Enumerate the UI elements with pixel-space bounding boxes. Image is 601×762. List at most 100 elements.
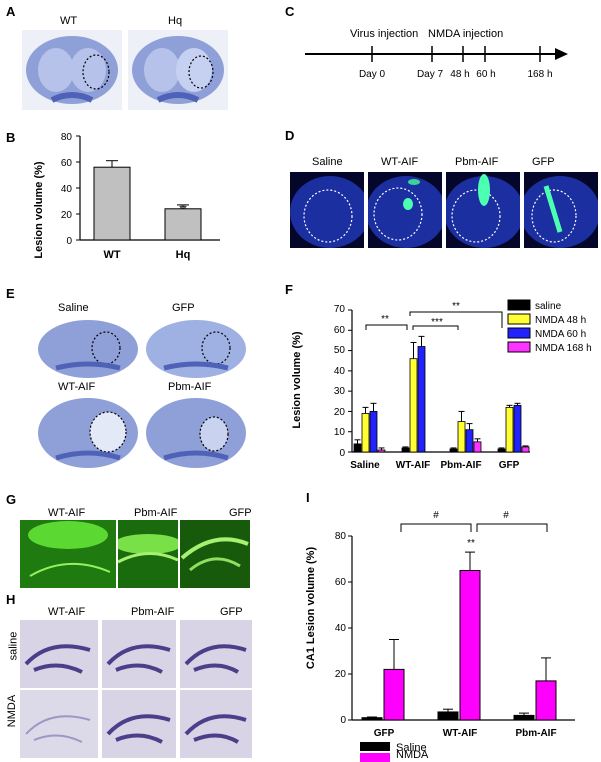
panel-i-bracket-0 bbox=[400, 523, 472, 532]
panel-label-a: A bbox=[6, 4, 16, 19]
panel-i-ytick-1: 20 bbox=[335, 669, 347, 680]
panel-b-bar-0 bbox=[93, 166, 131, 241]
panel-i-bar-1-2 bbox=[535, 680, 557, 721]
panel-i-sig-1: # bbox=[503, 510, 509, 521]
panel-d-image-pbm-aif bbox=[446, 172, 520, 248]
panel-d-label-3: GFP bbox=[532, 156, 555, 168]
panel-f-ytick-0: 0 bbox=[339, 448, 345, 459]
panel-h-image-nmda-gfp bbox=[180, 690, 252, 758]
panel-b-ytick-0: 0 bbox=[66, 236, 72, 247]
panel-b-ytick-2: 40 bbox=[61, 184, 73, 195]
panel-d-label-0: Saline bbox=[312, 156, 343, 168]
panel-h-image-saline-pbm-aif bbox=[102, 620, 176, 688]
panel-f-bar-0-0 bbox=[353, 443, 362, 453]
panel-e-image-wt-aif bbox=[36, 396, 140, 470]
panel-e-label-3: Pbm-AIF bbox=[168, 381, 212, 393]
panel-e-image-gfp bbox=[144, 318, 248, 380]
panel-e-label-2: WT-AIF bbox=[58, 381, 96, 393]
panel-f-sig-2: ** bbox=[452, 301, 460, 312]
panel-f-bar-0-2 bbox=[449, 448, 458, 453]
panel-label-c: C bbox=[285, 4, 295, 19]
panel-i-chart: CA1 Lesion volume (%) 0 20 40 60 80 GFP … bbox=[305, 510, 575, 754]
panel-label-f: F bbox=[285, 282, 293, 297]
panel-f-ylabel: Lesion volume (%) bbox=[291, 331, 303, 429]
panel-b-ylabel: Lesion volume (%) bbox=[33, 161, 45, 259]
panel-i-legend-1: NMDA bbox=[396, 749, 429, 761]
panel-f-legend-3: NMDA 168 h bbox=[535, 343, 592, 354]
panel-b-chart: Lesion volume (%) 0 20 40 60 80 WT Hq ** bbox=[33, 132, 220, 261]
panel-f-xtick-0: Saline bbox=[350, 460, 380, 470]
panel-f-legend-2: NMDA 60 h bbox=[535, 329, 586, 340]
panel-label-i: I bbox=[306, 490, 310, 505]
panel-i-sig-2: ** bbox=[467, 538, 475, 549]
panel-f-bar-2-3 bbox=[513, 404, 522, 453]
panel-f-bar-3-2 bbox=[473, 441, 482, 453]
panel-f-ytick-6: 60 bbox=[334, 325, 346, 336]
panel-f-bar-0-3 bbox=[497, 448, 506, 453]
panel-h-col-2: GFP bbox=[220, 606, 243, 618]
panel-i-xtick-1: WT-AIF bbox=[443, 728, 477, 739]
panel-h-col-1: Pbm-AIF bbox=[131, 606, 175, 618]
panel-f-bracket-1 bbox=[412, 325, 459, 330]
panel-f-xtick-1: WT-AIF bbox=[396, 460, 430, 470]
panel-h-image-nmda-wt-aif bbox=[20, 690, 98, 758]
panel-c-arrowhead bbox=[555, 48, 568, 60]
panel-e-image-saline bbox=[36, 318, 140, 380]
panel-a-label-hq: Hq bbox=[168, 15, 183, 27]
panel-label-e: E bbox=[6, 286, 15, 301]
panel-c-tick-label-3: 60 h bbox=[476, 69, 495, 80]
panel-f-ytick-2: 20 bbox=[334, 407, 346, 418]
panel-d-image-gfp bbox=[524, 172, 598, 248]
panel-label-d: D bbox=[285, 128, 295, 143]
panel-g-image-wt-aif bbox=[20, 520, 116, 588]
panel-i-bar-0-1 bbox=[437, 711, 459, 721]
panel-d-image-saline bbox=[290, 172, 364, 248]
panel-i-sig-0: # bbox=[433, 510, 439, 521]
panel-b-xtick-1: Hq bbox=[176, 249, 191, 261]
panel-f-sig-0: ** bbox=[381, 314, 389, 325]
panel-f-sig-1: *** bbox=[431, 317, 443, 328]
panel-f-legend-swatch-3 bbox=[507, 341, 531, 353]
panel-f-bar-1-3 bbox=[505, 406, 514, 453]
panel-b-ytick-4: 80 bbox=[61, 132, 73, 143]
panel-f-ytick-4: 40 bbox=[334, 366, 346, 377]
panel-i-bar-0-2 bbox=[513, 714, 535, 721]
panel-f-bar-0-1 bbox=[401, 447, 410, 453]
panel-h-image-nmda-pbm-aif bbox=[102, 690, 176, 758]
panel-f-bar-1-0 bbox=[361, 413, 370, 453]
panel-g-label-2: GFP bbox=[229, 507, 252, 519]
panel-label-h: H bbox=[6, 592, 16, 607]
panel-a-hq-image bbox=[128, 30, 228, 110]
panel-b-ytick-1: 20 bbox=[61, 210, 73, 221]
panel-f-ytick-1: 10 bbox=[334, 427, 346, 438]
panel-i-legend-swatch-1-holder bbox=[360, 753, 390, 762]
panel-f-legend-swatch-2 bbox=[507, 327, 531, 339]
panel-c-tick-label-1: Day 7 bbox=[417, 69, 444, 80]
panel-f-legend-0: saline bbox=[535, 301, 562, 312]
panel-a-label-wt: WT bbox=[60, 15, 78, 27]
panel-g-image-pbm-aif bbox=[118, 520, 178, 588]
panel-d-label-2: Pbm-AIF bbox=[455, 156, 499, 168]
panel-i-ytick-2: 40 bbox=[335, 623, 347, 634]
panel-i-bar-0-0 bbox=[361, 717, 383, 721]
panel-f-bar-3-0 bbox=[377, 449, 386, 453]
panel-f-bar-1-1 bbox=[409, 358, 418, 453]
panel-f-xtick-3: GFP bbox=[499, 460, 520, 470]
panel-h-image-saline-wt-aif bbox=[20, 620, 98, 688]
panel-g-label-1: Pbm-AIF bbox=[134, 507, 178, 519]
panel-f-xtick-2: Pbm-AIF bbox=[440, 460, 481, 470]
panel-b-xtick-0: WT bbox=[103, 249, 120, 261]
panel-c-timeline: Virus injection NMDA injection Day 0 Day… bbox=[305, 28, 568, 80]
panel-f-bracket-2 bbox=[409, 311, 503, 328]
panel-i-xtick-0: GFP bbox=[374, 728, 395, 739]
panel-i-ytick-0: 0 bbox=[340, 715, 346, 726]
panel-c-tick-label-0: Day 0 bbox=[359, 69, 386, 80]
panel-f-ytick-7: 70 bbox=[334, 304, 346, 315]
panel-e-label-0: Saline bbox=[58, 302, 89, 314]
panel-f-bar-2-2 bbox=[465, 429, 474, 453]
panel-f-bar-3-3 bbox=[521, 446, 530, 453]
panel-i-legend-swatch-0 bbox=[360, 742, 390, 751]
panel-d-label-1: WT-AIF bbox=[381, 156, 419, 168]
panel-i-ylabel: CA1 Lesion volume (%) bbox=[305, 547, 317, 670]
panel-i-bracket-1 bbox=[476, 523, 548, 532]
